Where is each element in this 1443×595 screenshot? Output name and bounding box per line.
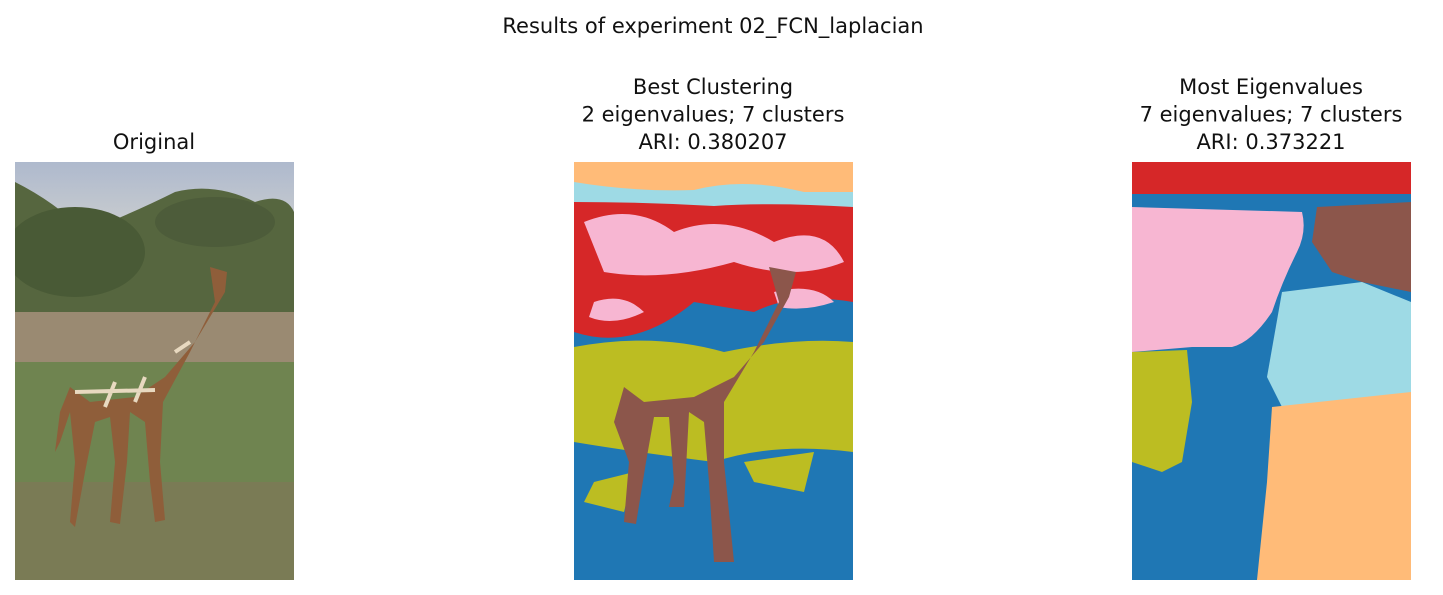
panel-title: Most Eigenvalues bbox=[1179, 75, 1363, 99]
eigenvalues-image bbox=[1132, 162, 1411, 580]
panel-title: 7 eigenvalues; 7 clusters bbox=[1140, 103, 1403, 127]
panel-title: Best Clustering bbox=[633, 75, 793, 99]
panel-title: ARI: 0.373221 bbox=[1196, 130, 1345, 154]
panel-title: ARI: 0.380207 bbox=[638, 130, 787, 154]
panel-title: Original bbox=[113, 130, 195, 154]
figure-title: Results of experiment 02_FCN_laplacian bbox=[502, 14, 923, 39]
original-image bbox=[15, 162, 294, 580]
clustering-image bbox=[574, 162, 853, 580]
panel-title: 2 eigenvalues; 7 clusters bbox=[582, 103, 845, 127]
